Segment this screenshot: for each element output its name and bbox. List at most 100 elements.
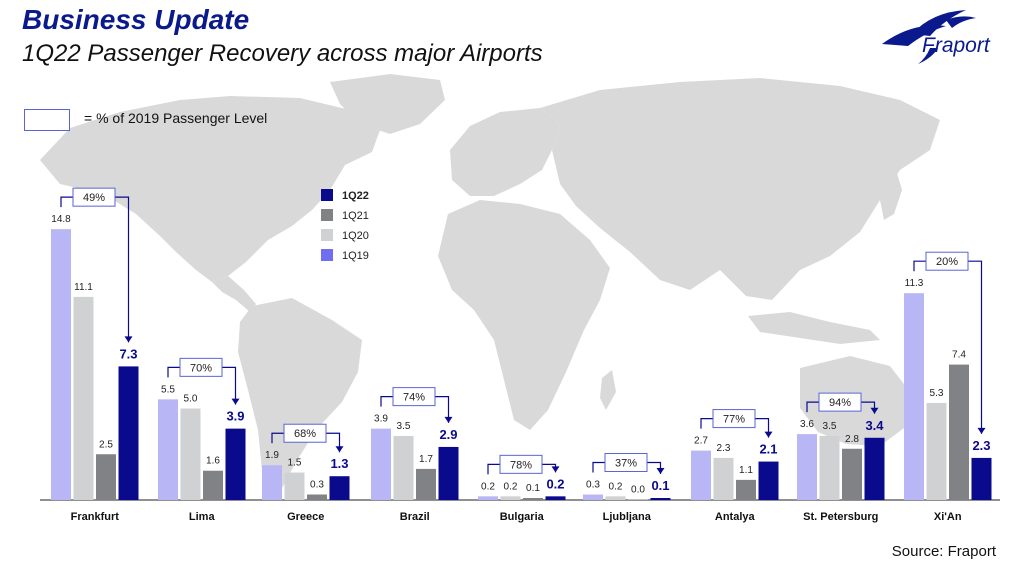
chart-legend: 1Q22 1Q21 1Q20 1Q19 [321,189,369,262]
bar-1q19 [158,399,178,500]
value-label-1q21: 0.0 [631,485,645,496]
fraport-logo-icon [882,10,976,64]
recovery-pct-label: 20% [936,256,958,268]
bar-group-4: 0.2 0.2 0.1 0.2 78% Bulgaria [478,454,566,523]
recovery-pct-label: 68% [294,428,316,440]
value-label-1q19: 3.6 [800,419,814,430]
bar-1q22 [329,476,350,500]
recovery-pct-label: 37% [615,458,637,470]
bar-1q19 [797,434,817,500]
value-label-1q19: 1.9 [265,450,279,461]
value-label-1q20: 5.3 [930,388,944,399]
bar-1q19 [583,494,603,500]
recovery-pct-label: 78% [510,459,532,471]
value-label-1q21: 7.4 [952,350,966,361]
value-label-1q21: 1.7 [419,454,433,465]
bar-1q20 [713,457,734,500]
recovery-arrowhead [124,336,133,343]
map-central-america [212,276,256,312]
recovery-pct-box [712,409,756,429]
recovery-pct-label: 70% [190,362,212,374]
value-label-1q20: 3.5 [397,421,411,432]
bar-1q20 [284,472,305,500]
recovery-pct-box [179,357,223,377]
bar-group-7: 3.6 3.5 2.8 3.4 94% St. Petersburg [797,392,885,523]
value-label-1q21: 2.8 [845,434,859,445]
bar-1q22 [650,498,671,500]
bar-groups: 14.8 11.1 2.5 7.3 49% Frankfurt 5.5 5.0 1.6 3.9 70… [51,187,992,523]
bar-group-0: 14.8 11.1 2.5 7.3 49% Frankfurt [51,187,139,523]
bar-1q21 [307,494,327,500]
bar-1q22 [118,366,139,500]
value-label-1q21: 1.6 [206,456,220,467]
value-label-1q22: 3.4 [865,418,884,433]
bar-1q19 [51,229,71,500]
value-label-1q19: 5.5 [161,384,175,395]
recovery-arrowhead [231,398,240,405]
recovery-connector [913,260,983,434]
map-south-america [238,298,362,500]
bar-1q20 [926,403,947,500]
category-label: Lima [189,511,216,523]
recovery-arrowhead [335,446,344,453]
bar-1q20 [393,435,414,500]
source-note: Source: Fraport [891,543,996,560]
recovery-pct-box [604,453,648,473]
value-label-1q19: 0.3 [586,480,600,491]
map-africa [438,200,610,430]
recovery-pct-box [392,387,436,407]
bar-1q20 [73,296,94,500]
recovery-pct-box [72,187,116,207]
page-subtitle: 1Q22 Passenger Recovery across major Air… [22,40,543,67]
legend-swatch-1q19 [321,249,333,261]
map-europe [450,108,560,196]
value-label-1q22: 2.1 [759,442,777,457]
bar-1q21 [736,479,756,500]
recovery-pct-box [925,251,969,271]
recovery-arrowhead [977,427,986,434]
legend-label-1q19: 1Q19 [342,250,369,262]
bar-1q22 [438,446,459,500]
bar-1q19 [478,496,498,500]
bar-1q20 [500,496,521,500]
bar-1q21 [628,499,648,500]
bar-group-8: 11.3 5.3 7.4 2.3 20% Xi'An [904,251,992,523]
value-label-1q22: 2.3 [972,438,990,453]
category-label: Brazil [400,511,430,523]
bar-1q22 [971,457,992,500]
category-label: Xi'An [934,511,962,523]
value-label-1q20: 11.1 [74,282,93,293]
value-label-1q22: 7.3 [119,346,137,361]
bar-1q21 [203,470,223,500]
value-label-1q19: 11.3 [905,278,924,289]
value-label-1q19: 3.9 [374,414,388,425]
recovery-pct-box [499,454,543,474]
bar-group-6: 2.7 2.3 1.1 2.1 77% Antalya [691,409,779,523]
value-label-1q22: 0.2 [546,476,564,491]
bar-1q21 [842,448,862,500]
category-label: Antalya [715,511,756,523]
value-label-1q20: 0.2 [609,481,623,492]
legend-label-1q20: 1Q20 [342,230,369,242]
bar-1q19 [262,465,282,500]
recovery-pct-box [818,392,862,412]
map-greenland [330,74,445,134]
value-label-1q22: 0.1 [651,478,669,493]
map-japan [880,170,902,220]
value-label-1q20: 3.5 [823,421,837,432]
recovery-pct-label: 77% [723,414,745,426]
recovery-key-text: = % of 2019 Passenger Level [84,110,268,126]
value-label-1q20: 0.2 [504,481,518,492]
recovery-pct-box [283,423,327,443]
map-indonesia [748,312,880,344]
category-label: Bulgaria [500,511,545,523]
bar-1q19 [371,428,391,500]
map-madagascar [600,370,616,410]
value-label-1q21: 1.1 [739,465,753,476]
world-map-background [40,74,968,500]
recovery-pct-label: 94% [829,397,851,409]
value-label-1q22: 1.3 [330,456,348,471]
bar-1q20 [605,496,626,500]
map-north-america [40,96,380,282]
